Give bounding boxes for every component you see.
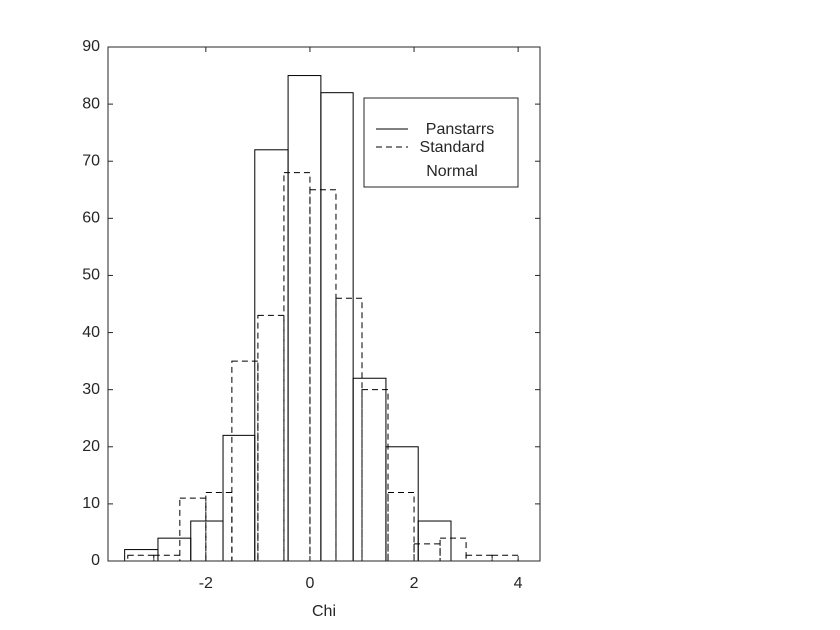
y-tick-label: 60	[82, 210, 100, 227]
x-tick-label: 2	[410, 575, 419, 592]
x-tick-label: 4	[514, 575, 523, 592]
y-tick-label: 20	[82, 438, 100, 455]
y-tick-label: 50	[82, 267, 100, 284]
y-tick-label: 30	[82, 381, 100, 398]
y-tick-label: 0	[91, 552, 100, 569]
y-tick-label: 90	[82, 38, 100, 55]
x-axis-label: Chi	[312, 603, 336, 620]
legend-box	[363, 97, 519, 188]
y-tick-label: 70	[82, 152, 100, 169]
axes-box	[107, 46, 541, 562]
histogram-bar	[387, 491, 415, 562]
y-tick-label: 40	[82, 324, 100, 341]
histogram-bar	[283, 172, 311, 562]
histogram-bar	[231, 360, 259, 562]
legend-label: Panstarrs	[425, 121, 495, 138]
legend-label: Standard Normal	[419, 139, 485, 180]
histogram-bar	[205, 491, 233, 562]
x-tick-label: -2	[199, 575, 213, 592]
y-tick-label: 10	[82, 495, 100, 512]
x-tick-label: 0	[305, 575, 314, 592]
y-tick-label: 80	[82, 95, 100, 112]
